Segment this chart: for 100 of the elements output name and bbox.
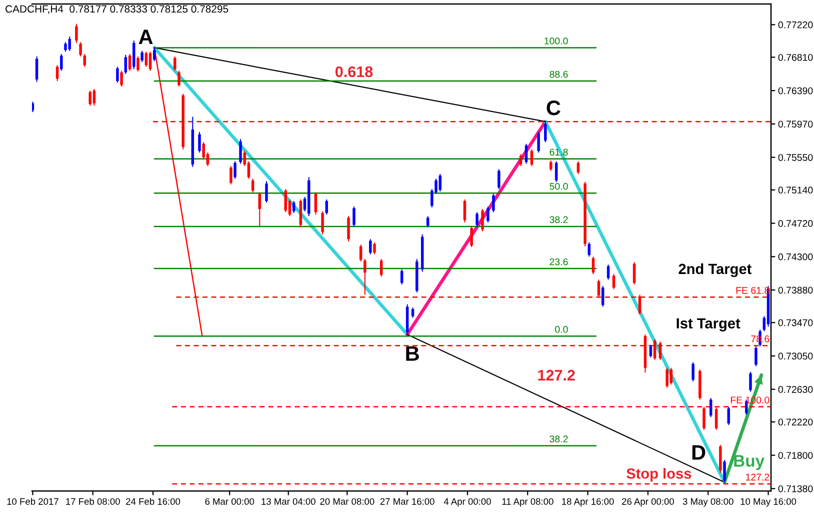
candlestick xyxy=(476,212,478,227)
candlestick xyxy=(373,242,376,255)
x-tick-label: 3 May 08:00 xyxy=(682,498,734,507)
candlestick xyxy=(411,306,414,318)
y-tick-label: 0.72630 xyxy=(778,386,813,393)
annotation: B xyxy=(406,346,419,361)
candlestick xyxy=(470,226,473,248)
series-label: 88.6 xyxy=(550,70,568,78)
candlestick xyxy=(178,70,180,88)
x-tick-label: 20 Mar 08:00 xyxy=(320,498,374,505)
candlestick xyxy=(153,47,156,62)
y-tick-label: 0.75970 xyxy=(778,120,813,128)
candlestick xyxy=(174,56,176,72)
series-label: 100.0 xyxy=(544,38,568,44)
candlestick xyxy=(314,192,318,216)
candlestick xyxy=(606,264,610,280)
candlestick xyxy=(649,344,652,358)
candlestick xyxy=(380,258,383,278)
x-tick-label: 24 Feb 16:00 xyxy=(126,498,180,505)
candlestick xyxy=(612,274,616,290)
candlestick xyxy=(32,101,34,113)
x-tick-label: 13 Mar 04:00 xyxy=(262,498,316,505)
x-tick-label: 6 Mar 00:00 xyxy=(205,498,254,505)
annotation: D xyxy=(692,445,706,460)
candlestick xyxy=(128,54,132,72)
y-tick-label: 0.73880 xyxy=(778,286,813,294)
candlestick xyxy=(234,160,236,180)
candlestick xyxy=(292,200,296,214)
candlestick xyxy=(601,286,604,308)
candlestick xyxy=(400,268,404,285)
annotation: 0.618 xyxy=(335,66,373,78)
series-label: 38.2 xyxy=(550,216,568,224)
candlestick xyxy=(749,371,752,392)
candlestick xyxy=(258,192,262,227)
x-tick-label: 27 Mar 16:00 xyxy=(380,498,434,505)
candlestick xyxy=(498,168,500,190)
annotation: Ist Target xyxy=(676,318,740,332)
y-tick-label: 0.73470 xyxy=(778,319,813,326)
candlestick xyxy=(692,362,694,382)
candlestick xyxy=(592,256,595,275)
series-label: 127.2 xyxy=(746,474,770,480)
candlestick xyxy=(554,160,558,182)
x-tick-label: 17 Feb 08:00 xyxy=(66,498,120,505)
chart-title: CADCHF,H4 0.78177 0.78333 0.78125 0.78295 xyxy=(6,5,228,14)
candlestick xyxy=(35,56,38,82)
annotation: C xyxy=(546,100,560,116)
candlestick xyxy=(369,238,372,255)
candlestick xyxy=(632,262,636,285)
candlestick xyxy=(79,42,82,57)
candlestick xyxy=(723,459,726,483)
candlestick xyxy=(83,54,86,68)
candlestick xyxy=(719,444,722,474)
y-tick-label: 0.71380 xyxy=(778,485,813,492)
series-label: 38.2 xyxy=(550,436,568,442)
candlestick xyxy=(347,216,350,242)
x-tick-label: 18 Apr 16:00 xyxy=(562,498,614,507)
series-label: 50.0 xyxy=(550,182,568,190)
candlestick xyxy=(463,198,466,223)
candlestick xyxy=(198,131,201,154)
y-tick-label: 0.75550 xyxy=(778,154,813,161)
candlestick xyxy=(745,399,748,416)
x-tick-label: 10 Feb 2017 xyxy=(7,498,58,505)
candlestick xyxy=(136,56,140,72)
y-tick-label: 0.74720 xyxy=(778,220,813,227)
candlestick xyxy=(588,242,591,258)
y-tick-label: 0.76390 xyxy=(778,87,813,94)
candlestick xyxy=(481,208,484,232)
candlestick xyxy=(299,198,302,228)
candlestick xyxy=(486,206,490,223)
candlestick xyxy=(576,160,580,175)
candlestick xyxy=(438,173,442,192)
candlestick xyxy=(64,42,67,52)
x-tick-label: 26 Apr 00:00 xyxy=(622,498,674,507)
candlestick xyxy=(426,216,430,228)
annotation: Buy xyxy=(734,455,764,470)
x-tick-label: 11 Apr 08:00 xyxy=(502,498,554,507)
candlestick xyxy=(68,36,71,52)
candlestick xyxy=(550,160,552,172)
candlestick xyxy=(75,23,78,44)
candlestick xyxy=(530,148,534,167)
candlestick xyxy=(140,50,144,63)
candlestick xyxy=(284,188,287,213)
candlestick xyxy=(321,210,324,235)
annotation: A xyxy=(138,30,153,44)
candlestick xyxy=(492,193,495,213)
candlestick xyxy=(124,54,128,74)
y-tick-label: 0.77220 xyxy=(778,21,813,28)
candlestick xyxy=(709,398,712,418)
candlestick xyxy=(544,121,547,143)
candlestick xyxy=(60,54,63,72)
candlestick xyxy=(239,138,242,164)
candlestick xyxy=(727,406,730,426)
candlestick xyxy=(754,346,758,367)
candlestick xyxy=(120,70,123,88)
y-tick-label: 0.73050 xyxy=(778,352,813,360)
y-tick-label: 0.72220 xyxy=(778,418,813,426)
candlestick xyxy=(537,131,540,154)
candlestick xyxy=(666,367,668,388)
y-tick-label: 0.71800 xyxy=(778,452,813,459)
annotation: 127.2 xyxy=(538,370,575,380)
